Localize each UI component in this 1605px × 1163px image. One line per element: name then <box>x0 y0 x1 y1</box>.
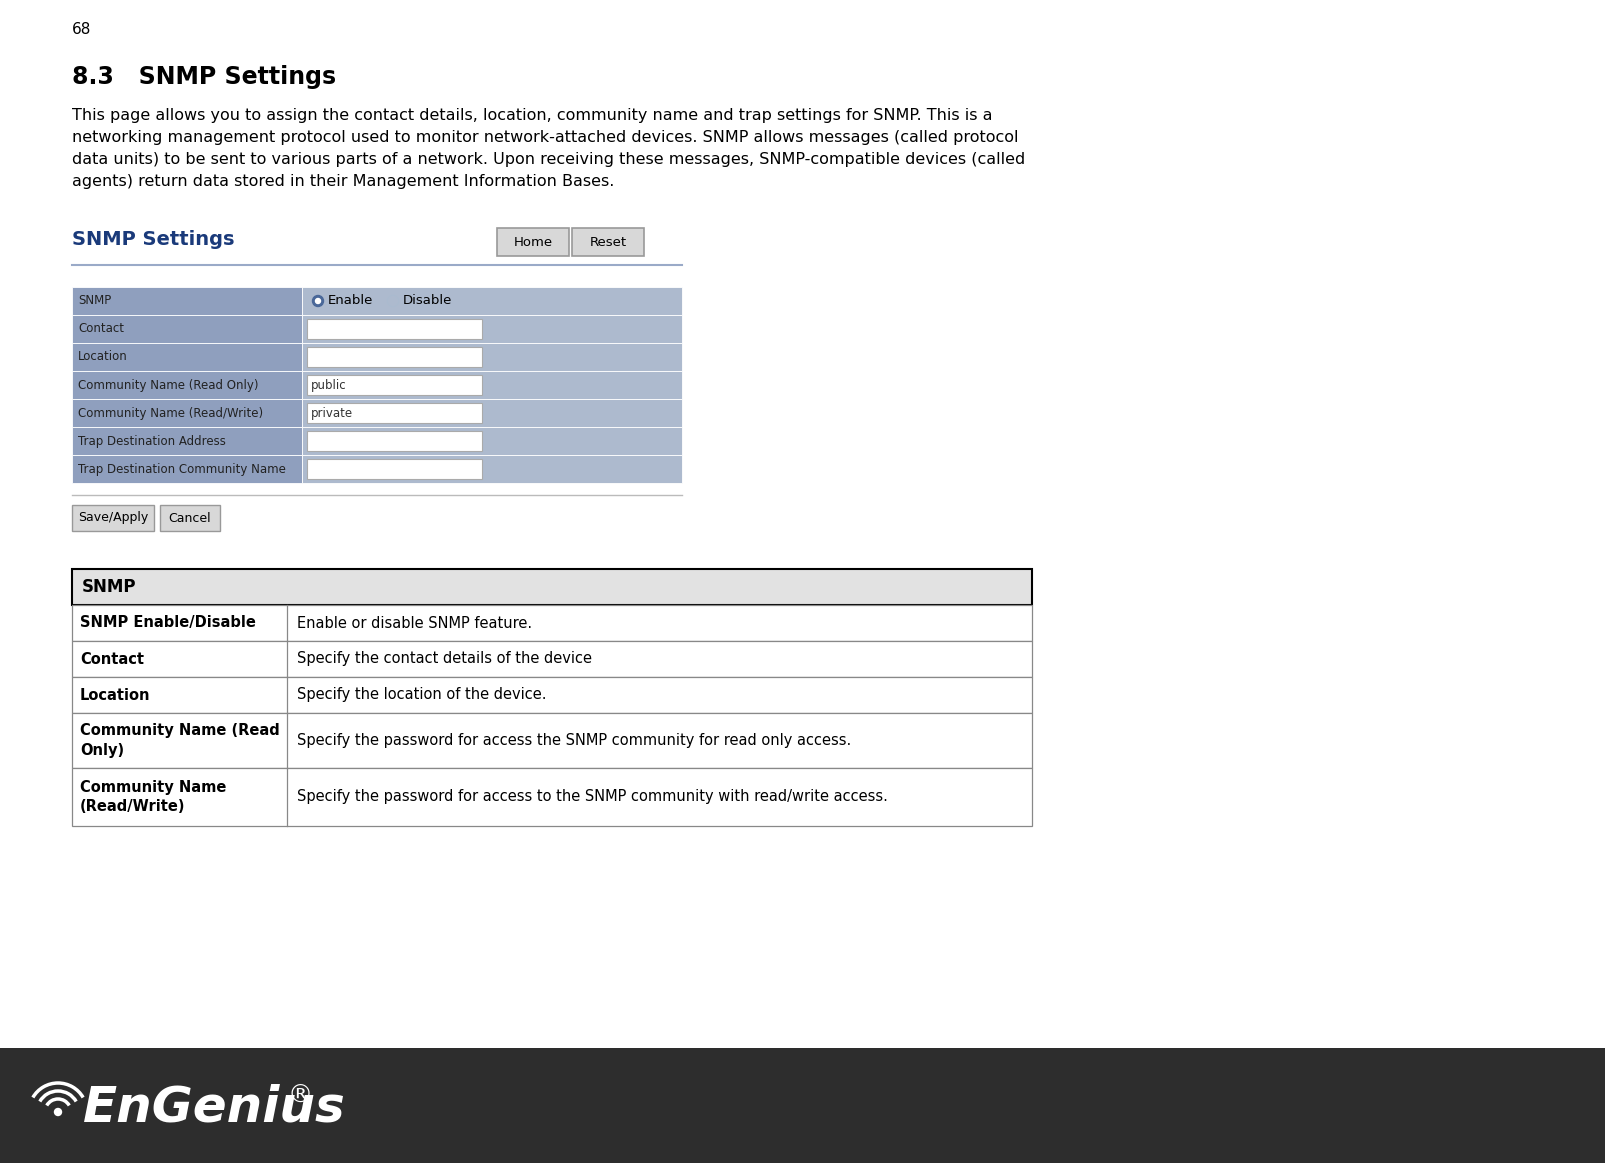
Bar <box>72 343 302 371</box>
Bar <box>302 427 682 455</box>
Text: Reset: Reset <box>589 235 626 249</box>
Bar <box>72 768 1032 826</box>
Text: networking management protocol used to monitor network-attached devices. SNMP al: networking management protocol used to m… <box>72 130 1018 145</box>
Text: agents) return data stored in their Management Information Bases.: agents) return data stored in their Mana… <box>72 174 615 190</box>
Text: Enable: Enable <box>327 294 372 307</box>
Bar <box>72 399 302 427</box>
Bar <box>307 347 482 368</box>
Text: Enable or disable SNMP feature.: Enable or disable SNMP feature. <box>297 615 531 630</box>
Bar <box>571 228 644 256</box>
Text: SNMP: SNMP <box>82 578 136 595</box>
Bar <box>72 427 302 455</box>
Text: Community Name (Read/Write): Community Name (Read/Write) <box>79 407 263 420</box>
Text: Specify the password for access the SNMP community for read only access.: Specify the password for access the SNMP… <box>297 733 851 748</box>
Text: public: public <box>311 378 347 392</box>
Text: SNMP Settings: SNMP Settings <box>72 230 234 249</box>
Text: Community Name (Read
Only): Community Name (Read Only) <box>80 723 279 757</box>
Text: Contact: Contact <box>79 322 124 335</box>
Bar <box>72 713 1032 768</box>
Bar <box>0 1048 1605 1163</box>
Bar <box>302 315 682 343</box>
Bar <box>72 287 302 315</box>
Bar <box>72 569 1032 605</box>
Circle shape <box>315 299 321 304</box>
Circle shape <box>387 295 398 307</box>
Text: data units) to be sent to various parts of a network. Upon receiving these messa: data units) to be sent to various parts … <box>72 152 1024 167</box>
Text: EnGenius: EnGenius <box>83 1084 345 1132</box>
Circle shape <box>388 297 398 306</box>
Circle shape <box>313 295 323 307</box>
Text: Specify the location of the device.: Specify the location of the device. <box>297 687 546 702</box>
Text: This page allows you to assign the contact details, location, community name and: This page allows you to assign the conta… <box>72 108 992 123</box>
Bar <box>307 431 482 451</box>
Text: Community Name (Read Only): Community Name (Read Only) <box>79 378 258 392</box>
Bar <box>307 404 482 423</box>
Bar <box>307 319 482 338</box>
Bar <box>72 315 302 343</box>
Text: Cancel: Cancel <box>169 512 212 525</box>
Text: Community Name
(Read/Write): Community Name (Read/Write) <box>80 780 226 814</box>
Text: Save/Apply: Save/Apply <box>77 512 148 525</box>
Text: SNMP Enable/Disable: SNMP Enable/Disable <box>80 615 255 630</box>
Bar <box>302 287 682 315</box>
Text: Location: Location <box>79 350 128 364</box>
Text: Contact: Contact <box>80 651 144 666</box>
Bar <box>302 371 682 399</box>
Text: ®: ® <box>287 1084 313 1107</box>
Text: Specify the password for access to the SNMP community with read/write access.: Specify the password for access to the S… <box>297 790 888 805</box>
Bar <box>302 399 682 427</box>
Bar <box>302 455 682 483</box>
Bar <box>496 228 568 256</box>
Bar <box>72 455 302 483</box>
Bar <box>72 371 302 399</box>
Text: SNMP: SNMP <box>79 294 111 307</box>
Text: Trap Destination Address: Trap Destination Address <box>79 435 226 448</box>
Bar <box>72 641 1032 677</box>
Text: Home: Home <box>514 235 552 249</box>
Text: Disable: Disable <box>403 294 453 307</box>
Text: Location: Location <box>80 687 151 702</box>
Bar <box>160 505 220 531</box>
Text: 8.3   SNMP Settings: 8.3 SNMP Settings <box>72 65 335 90</box>
Text: Specify the contact details of the device: Specify the contact details of the devic… <box>297 651 592 666</box>
Bar <box>72 605 1032 641</box>
Circle shape <box>55 1108 61 1115</box>
Text: Trap Destination Community Name: Trap Destination Community Name <box>79 463 286 476</box>
Text: 68: 68 <box>72 22 91 37</box>
Bar <box>307 374 482 395</box>
Bar <box>72 677 1032 713</box>
Bar <box>307 459 482 479</box>
Text: private: private <box>311 407 353 420</box>
Bar <box>302 343 682 371</box>
Bar <box>72 505 154 531</box>
